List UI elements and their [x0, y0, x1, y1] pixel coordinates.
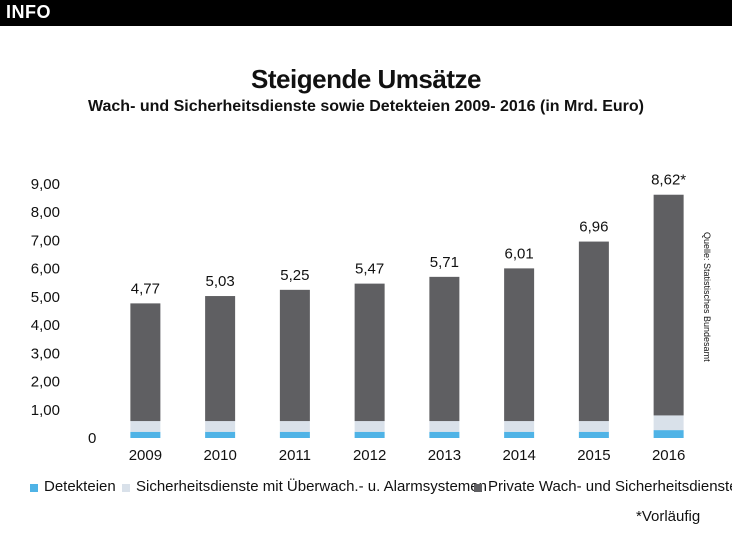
y-tick-label: 0 [88, 430, 96, 447]
bar-total-label: 4,77 [131, 280, 160, 297]
x-tick-label: 2012 [353, 447, 386, 464]
bar-segment-detekteien [130, 431, 161, 438]
bar-segment-private [205, 296, 236, 422]
bar-total-label: 6,01 [505, 245, 534, 262]
bar-total-label: 5,71 [430, 254, 459, 271]
bar-segment-private [130, 303, 161, 422]
bar-total-label: 6,96 [579, 219, 608, 236]
bar-total-label: 8,62* [651, 172, 686, 189]
legend-swatch-detekteien [30, 484, 38, 492]
legend-swatch-sicherheit-alarm [122, 484, 130, 492]
bar-total-label: 5,03 [206, 273, 235, 290]
bar-segment-detekteien [578, 431, 609, 438]
legend-label-sicherheit-alarm: Sicherheitsdienste mit Überwach.- u. Ala… [136, 478, 487, 495]
bar-segment-private [279, 289, 310, 422]
y-tick-label: 2,00 [31, 374, 60, 391]
y-tick-label: 9,00 [31, 176, 60, 193]
y-tick-label: 1,00 [31, 402, 60, 419]
y-tick-label: 5,00 [31, 289, 60, 306]
y-tick-label: 8,00 [31, 204, 60, 221]
chart-title: Steigende Umsätze [251, 64, 481, 94]
bar-segment-sicherheit-alarm [130, 421, 161, 432]
x-tick-label: 2016 [652, 447, 685, 464]
bar-segment-detekteien [354, 431, 385, 438]
x-tick-label: 2009 [129, 447, 162, 464]
bar-segment-private [504, 268, 535, 422]
x-tick-label: 2015 [577, 447, 610, 464]
bar-segment-sicherheit-alarm [653, 415, 684, 431]
bar-segment-sicherheit-alarm [354, 421, 385, 432]
y-tick-label: 7,00 [31, 232, 60, 249]
bar-segment-private [653, 194, 684, 416]
bar-segment-detekteien [653, 430, 684, 438]
bar-segment-private [354, 283, 385, 422]
legend-label-detekteien: Detekteien [44, 478, 116, 495]
bar-total-label: 5,47 [355, 261, 384, 278]
bar-segment-sicherheit-alarm [504, 421, 535, 432]
bar-segment-sicherheit-alarm [205, 421, 236, 432]
bar-segment-detekteien [279, 431, 310, 438]
x-tick-label: 2010 [203, 447, 236, 464]
chart-subtitle: Wach- und Sicherheitsdienste sowie Detek… [88, 98, 644, 115]
info-tag: INFO [6, 2, 51, 22]
x-tick-label: 2014 [502, 447, 535, 464]
bar-segment-detekteien [504, 431, 535, 438]
legend-label-private: Private Wach- und Sicherheitsdienste [488, 478, 732, 495]
legend-swatch-private [474, 484, 482, 492]
bar-segment-sicherheit-alarm [429, 421, 460, 432]
x-tick-label: 2013 [428, 447, 461, 464]
y-tick-label: 3,00 [31, 345, 60, 362]
x-tick-label: 2011 [279, 447, 311, 464]
bar-segment-detekteien [429, 431, 460, 438]
footnote: *Vorläufig [636, 508, 701, 525]
y-tick-label: 6,00 [31, 261, 60, 278]
bar-segment-private [578, 241, 609, 422]
bar-total-label: 5,25 [280, 267, 309, 284]
bar-segment-private [429, 276, 460, 422]
bar-segment-detekteien [205, 431, 236, 438]
y-tick-label: 4,00 [31, 317, 60, 334]
bar-segment-sicherheit-alarm [279, 421, 310, 432]
bar-segment-sicherheit-alarm [578, 421, 609, 432]
info-header-bar: INFO [0, 0, 732, 26]
stacked-bar-chart: 0 1,00 2,00 3,00 4,00 5,00 6,00 7,00 8,00 9,00 4,7… [31, 172, 686, 464]
